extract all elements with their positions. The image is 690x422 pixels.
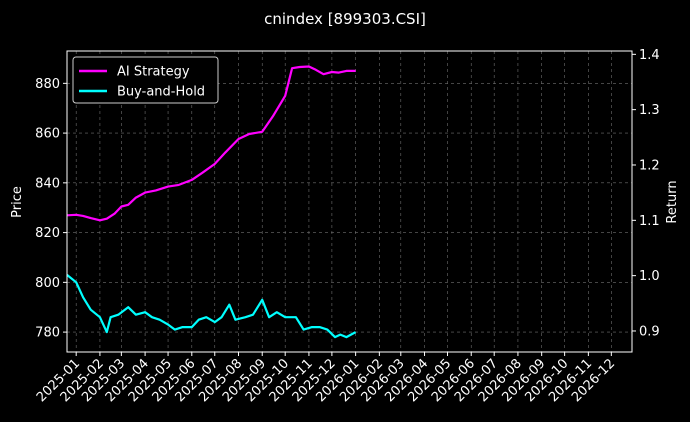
y-tick-label-right: 1.3 [639,103,660,118]
y-tick-label-left: 880 [35,77,60,92]
series-layer [66,65,357,339]
series-line [66,65,356,222]
legend-label: Buy-and-Hold [117,85,205,100]
y-tick-label-left: 860 [35,127,60,142]
y-tick-label-left: 840 [35,176,60,191]
right-axis: 0.9 1.0 1.1 1.2 1.3 1.4 [632,48,660,339]
plot-frame [66,50,633,353]
y-tick-label-right: 1.1 [639,214,660,229]
legend: AI Strategy Buy-and-Hold [72,56,219,104]
y-tick-label-right: 1.2 [639,158,660,173]
y-axis-label-left: Price [10,186,25,218]
legend-box [72,56,219,104]
legend-label: AI Strategy [117,65,190,80]
y-tick-label-left: 780 [35,326,60,341]
y-axis-label-right: Return [665,180,680,223]
y-tick-label-left: 820 [35,226,60,241]
y-tick-label-right: 1.4 [639,48,660,63]
left-axis: 780 800 820 840 860 880 [35,77,67,341]
series-line [66,274,357,339]
y-tick-label-right: 0.9 [639,324,660,339]
y-tick-label-right: 1.0 [639,269,660,284]
chart-title: cnindex [899303.CSI] [264,10,426,28]
y-tick-label-left: 800 [35,276,60,291]
